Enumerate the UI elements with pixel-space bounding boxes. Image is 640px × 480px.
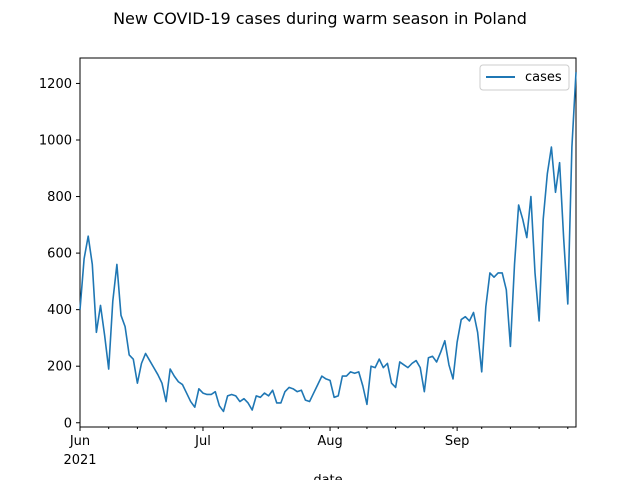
y-tick-label: 1000 [39,134,72,149]
x-tick-label: Aug [317,434,342,449]
x-tick-sublabel: 2021 [63,453,96,468]
plot-area [79,57,577,428]
axes-frame [79,57,577,428]
y-tick-label: 600 [47,247,72,262]
x-axis: Jun 2021 Jul Aug Sep [63,427,569,468]
y-tick-label: 800 [47,190,72,205]
x-tick-label: Jun [69,434,90,449]
x-tick-label: Jul [194,434,211,449]
legend: cases [479,64,570,91]
series-line-cases [79,72,577,413]
y-tick-label: 0 [64,416,72,431]
y-tick-label: 400 [47,303,72,318]
x-tick-label: Sep [445,434,470,449]
series-layer [79,72,577,413]
chart-title: New COVID-19 cases during warm season in… [113,9,527,28]
y-axis: 0 200 400 600 800 1000 1200 [39,77,80,431]
y-tick-label: 200 [47,360,72,375]
legend-box [479,64,570,91]
y-tick-label: 1200 [39,77,72,92]
legend-label: cases [525,70,562,85]
x-axis-label: date [313,473,342,480]
